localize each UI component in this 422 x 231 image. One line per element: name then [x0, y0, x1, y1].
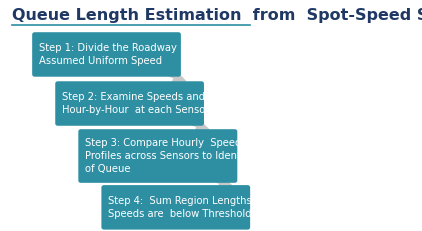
FancyBboxPatch shape	[32, 32, 181, 77]
Text: Queue Length Estimation  from  Spot-Speed Sensors: Queue Length Estimation from Spot-Speed …	[12, 8, 422, 23]
FancyBboxPatch shape	[78, 129, 237, 183]
Text: Step 4:  Sum Region Lengths where
Speeds are  below Thresholds: Step 4: Sum Region Lengths where Speeds …	[108, 196, 285, 219]
Text: Step 2: Examine Speeds and Volumes
Hour-by-Hour  at each Sensor Location: Step 2: Examine Speeds and Volumes Hour-…	[62, 92, 254, 115]
FancyBboxPatch shape	[101, 185, 250, 230]
FancyBboxPatch shape	[55, 81, 204, 126]
Text: Step 1: Divide the Roadway into Regions of
Assumed Uniform Speed: Step 1: Divide the Roadway into Regions …	[38, 43, 254, 66]
Text: Step 3: Compare Hourly  Speed/Volume
Profiles across Sensors to Identify Length
: Step 3: Compare Hourly Speed/Volume Prof…	[85, 138, 290, 174]
